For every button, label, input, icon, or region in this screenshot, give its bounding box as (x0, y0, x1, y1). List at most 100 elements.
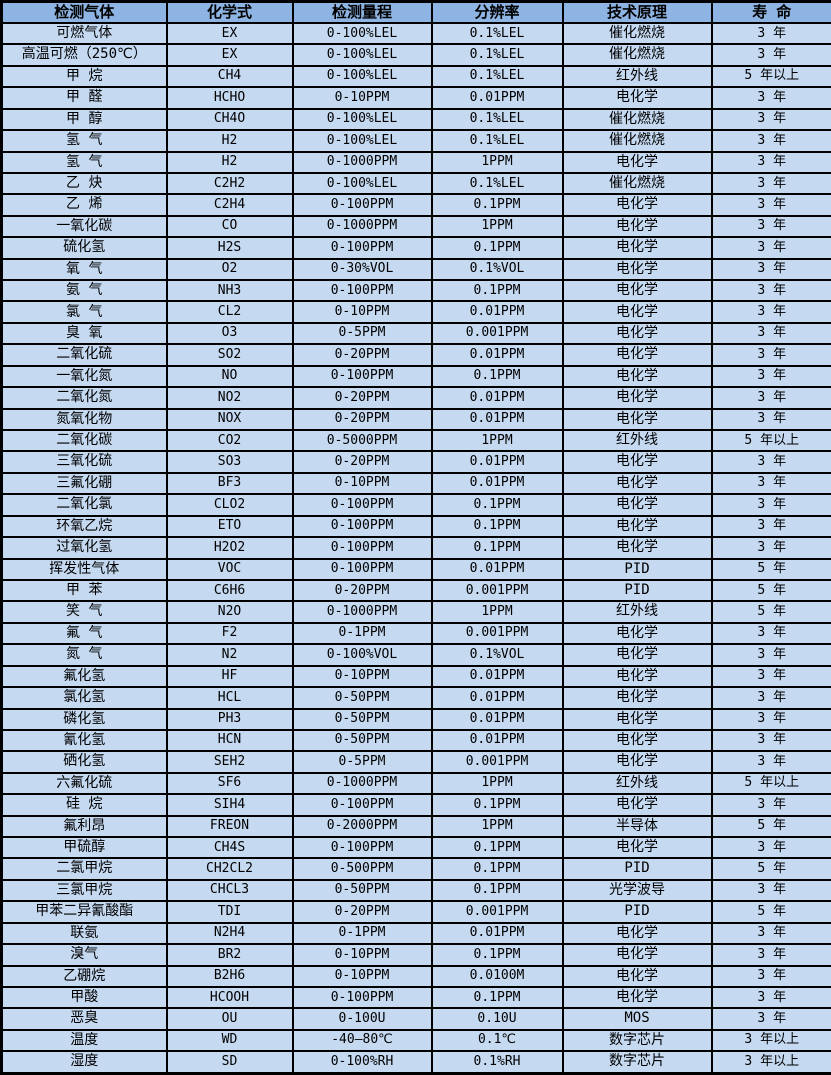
cell-technical-principle: MOS (561, 1007, 713, 1031)
cell-detection-range: 0-100PPM (291, 536, 433, 560)
cell-gas-name: 氮氧化物 (0, 407, 168, 432)
table-row: 恶臭 OU 0-100U 0.10U MOS 3 年 (0, 1007, 831, 1031)
cell-chemical-formula: ETO (165, 514, 294, 539)
cell-chemical-formula: F2 (165, 621, 294, 646)
cell-technical-principle: 电化学 (561, 836, 713, 860)
cell-resolution: 0.001PPM (430, 321, 564, 346)
cell-lifespan: 3 年 (710, 257, 831, 282)
cell-resolution: 0.01PPM (430, 471, 564, 496)
cell-resolution: 0.1PPM (430, 857, 564, 881)
cell-detection-range: 0-100%VOL (291, 643, 433, 667)
cell-gas-name: 甲 烷 (0, 64, 168, 89)
cell-gas-name: 甲 苯 (0, 578, 168, 603)
table-row: 甲苯二异氰酸酯 TDI 0-20PPM 0.001PPM PID 5 年 (0, 900, 831, 924)
column-header-lifespan: 寿 命 (710, 0, 831, 24)
cell-chemical-formula: CH2CL2 (165, 857, 294, 881)
cell-chemical-formula: N2H4 (165, 921, 294, 946)
cell-resolution: 0.01PPM (430, 300, 564, 324)
cell-detection-range: 0-100%LEL (291, 43, 433, 67)
cell-gas-name: 一氧化碳 (0, 214, 168, 239)
table-row: 二氧化碳 CO2 0-5000PPM 1PPM 红外线 5 年以上 (0, 428, 831, 453)
cell-resolution: 0.0100M (430, 964, 564, 989)
cell-technical-principle: 电化学 (561, 964, 713, 989)
cell-technical-principle: 电化学 (561, 343, 713, 367)
table-row: 六氟化硫 SF6 0-1000PPM 1PPM 红外线 5 年以上 (0, 771, 831, 796)
cell-detection-range: 0-20PPM (291, 407, 433, 432)
cell-detection-range: 0-50PPM (291, 707, 433, 731)
cell-technical-principle: 红外线 (561, 771, 713, 796)
cell-gas-name: 三氧化硫 (0, 450, 168, 474)
cell-gas-name: 环氧乙烷 (0, 514, 168, 539)
table-row: 氢 气 H2 0-100%LEL 0.1%LEL 催化燃烧 3 年 (0, 129, 831, 153)
cell-technical-principle: PID (561, 857, 713, 881)
cell-technical-principle: 电化学 (561, 985, 713, 1010)
cell-technical-principle: 电化学 (561, 664, 713, 689)
cell-lifespan: 3 年 (710, 300, 831, 324)
cell-detection-range: 0-100PPM (291, 364, 433, 389)
cell-lifespan: 3 年 (710, 664, 831, 689)
cell-gas-name: 过氧化氢 (0, 536, 168, 560)
table-row: 二氧化氮 NO2 0-20PPM 0.01PPM 电化学 3 年 (0, 386, 831, 410)
table-row: 臭 氧 O3 0-5PPM 0.001PPM 电化学 3 年 (0, 321, 831, 346)
cell-chemical-formula: FREON (165, 814, 294, 839)
table-row: 三氟化硼 BF3 0-10PPM 0.01PPM 电化学 3 年 (0, 471, 831, 496)
cell-resolution: 0.1PPM (430, 193, 564, 217)
cell-resolution: 0.01PPM (430, 450, 564, 474)
table-row: 氟利昂 FREON 0-2000PPM 1PPM 半导体 5 年 (0, 814, 831, 839)
cell-detection-range: 0-100PPM (291, 557, 433, 581)
cell-technical-principle: 催化燃烧 (561, 171, 713, 196)
cell-chemical-formula: C2H2 (165, 171, 294, 196)
cell-resolution: 0.1PPM (430, 536, 564, 560)
cell-resolution: 0.1PPM (430, 514, 564, 539)
cell-gas-name: 氟 气 (0, 621, 168, 646)
cell-gas-name: 氯化氢 (0, 686, 168, 710)
cell-resolution: 0.1PPM (430, 836, 564, 860)
cell-lifespan: 3 年 (710, 129, 831, 153)
cell-lifespan: 3 年 (710, 43, 831, 67)
cell-gas-name: 乙 炔 (0, 171, 168, 196)
cell-resolution: 0.1PPM (430, 878, 564, 903)
cell-detection-range: 0-5PPM (291, 321, 433, 346)
cell-detection-range: 0-100PPM (291, 836, 433, 860)
cell-resolution: 0.01PPM (430, 386, 564, 410)
cell-lifespan: 3 年 (710, 728, 831, 753)
cell-technical-principle: 光学波导 (561, 878, 713, 903)
cell-chemical-formula: CLO2 (165, 493, 294, 517)
cell-detection-range: 0-100%RH (291, 1050, 433, 1075)
cell-detection-range: 0-1000PPM (291, 150, 433, 174)
cell-lifespan: 3 年 (710, 964, 831, 989)
table-row: 一氧化氮 NO 0-100PPM 0.1PPM 电化学 3 年 (0, 364, 831, 389)
table-row: 氯 气 CL2 0-10PPM 0.01PPM 电化学 3 年 (0, 300, 831, 324)
cell-chemical-formula: EX (165, 43, 294, 67)
cell-technical-principle: 电化学 (561, 514, 713, 539)
cell-gas-name: 氟化氢 (0, 664, 168, 689)
cell-gas-name: 一氧化氮 (0, 364, 168, 389)
cell-technical-principle: 电化学 (561, 471, 713, 496)
table-row: 挥发性气体 VOC 0-100PPM 0.01PPM PID 5 年 (0, 557, 831, 581)
cell-gas-name: 二氧化氮 (0, 386, 168, 410)
table-row: 溴气 BR2 0-10PPM 0.1PPM 电化学 3 年 (0, 943, 831, 967)
cell-technical-principle: 电化学 (561, 686, 713, 710)
cell-chemical-formula: CHCL3 (165, 878, 294, 903)
cell-chemical-formula: H2S (165, 236, 294, 260)
cell-resolution: 0.01PPM (430, 664, 564, 689)
cell-detection-range: 0-2000PPM (291, 814, 433, 839)
cell-lifespan: 3 年 (710, 214, 831, 239)
cell-lifespan: 3 年 (710, 514, 831, 539)
cell-resolution: 0.1%LEL (430, 107, 564, 132)
cell-gas-name: 硫化氢 (0, 236, 168, 260)
table-row: 一氧化碳 CO 0-1000PPM 1PPM 电化学 3 年 (0, 214, 831, 239)
cell-technical-principle: 电化学 (561, 150, 713, 174)
cell-gas-name: 氧 气 (0, 257, 168, 282)
table-row: 硫化氢 H2S 0-100PPM 0.1PPM 电化学 3 年 (0, 236, 831, 260)
cell-gas-name: 湿度 (0, 1050, 168, 1075)
cell-detection-range: 0-20PPM (291, 386, 433, 410)
cell-technical-principle: 电化学 (561, 643, 713, 667)
cell-resolution: 0.01PPM (430, 921, 564, 946)
cell-detection-range: 0-100%LEL (291, 171, 433, 196)
cell-detection-range: 0-100PPM (291, 279, 433, 303)
cell-lifespan: 3 年以上 (710, 1050, 831, 1075)
cell-chemical-formula: SO2 (165, 343, 294, 367)
cell-technical-principle: 红外线 (561, 428, 713, 453)
